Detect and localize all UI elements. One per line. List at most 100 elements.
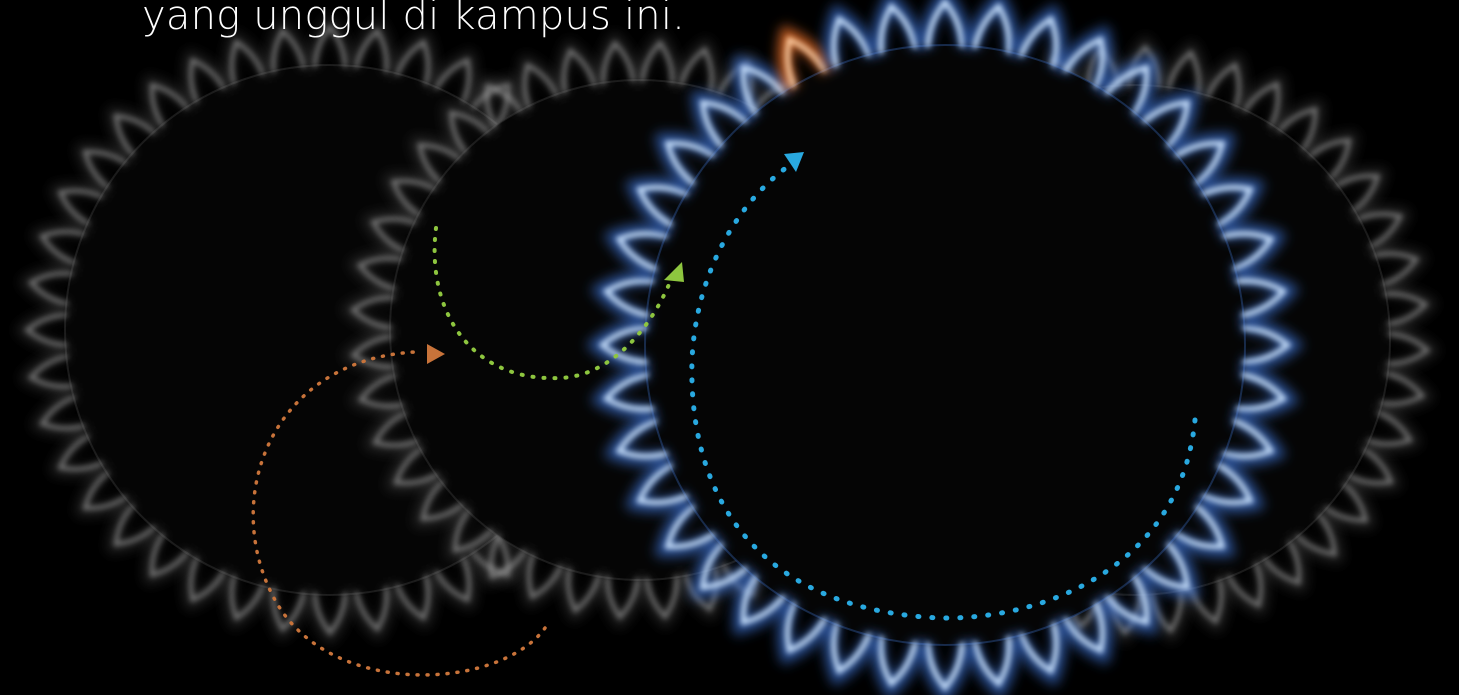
flame-icon [364, 406, 421, 453]
flame-icon [964, 635, 1019, 695]
flame-icon [733, 54, 792, 120]
flame-icon [1011, 3, 1066, 70]
flame-icon [1257, 537, 1307, 593]
flame-icon [603, 224, 670, 279]
flame-icon [871, 635, 926, 695]
flame-icon [521, 551, 568, 608]
flame-icon [1220, 224, 1287, 279]
flame-icon [224, 573, 271, 630]
flame-icon [19, 348, 74, 394]
flame-icon [429, 49, 477, 106]
flame-icon [654, 133, 720, 192]
flame-icon [691, 91, 754, 154]
flame-icon [413, 475, 468, 527]
flame-icon [307, 592, 353, 645]
flame-icon [600, 576, 646, 630]
flame-icon [1198, 177, 1265, 234]
flame-icon [385, 442, 442, 491]
flame-icon [1098, 570, 1157, 636]
flame-icon [340, 290, 394, 336]
flame-icon [590, 364, 655, 419]
flame-icon [30, 224, 87, 271]
burner-ring-lit [586, 0, 1304, 695]
flame-icon [590, 271, 655, 326]
flame-icon [362, 211, 419, 258]
flame-icon [1056, 598, 1113, 665]
flame-icon [691, 536, 754, 599]
flame-icon [1273, 99, 1323, 155]
flame-icon [733, 570, 792, 636]
flame-icon [347, 251, 404, 297]
flame-icon [777, 598, 834, 665]
orange-dotted-path [251, 350, 547, 677]
orange-arrow-icon [427, 344, 445, 364]
flame-icon [1291, 509, 1343, 563]
flame-icon [49, 183, 106, 231]
flame-icon [19, 266, 74, 312]
flame-icon [1383, 286, 1438, 332]
flame-icon [107, 500, 160, 553]
flame-icon [1379, 366, 1435, 412]
flame-icon [603, 411, 670, 466]
flame-icon [349, 368, 405, 414]
flame-icon [15, 307, 68, 353]
flame-icon [1221, 560, 1269, 617]
flame-icon [389, 573, 436, 630]
flame-icon [824, 620, 879, 687]
flame-icon [348, 19, 394, 74]
flame-icon [1183, 577, 1229, 633]
flame-icon [307, 15, 353, 68]
flame-icon [1235, 364, 1300, 419]
flame-icon [1170, 498, 1236, 557]
flame-icon [75, 466, 131, 516]
flame-icon [917, 642, 973, 695]
flame-icon [410, 137, 465, 188]
flame-icon [183, 49, 231, 106]
flame-icon [107, 107, 160, 160]
green-arrow-icon [664, 262, 684, 282]
flame-icon [389, 30, 436, 87]
flame-icon [1365, 405, 1422, 452]
flame-icon [777, 25, 834, 92]
flame-icon [1386, 326, 1440, 372]
flame-icon [447, 505, 498, 560]
flame-icon [625, 456, 692, 513]
flame-icon [1235, 271, 1300, 326]
flame-icon [625, 177, 692, 234]
flame-icon [144, 529, 194, 585]
flame-icon [1098, 54, 1157, 120]
flame-icon [183, 554, 231, 611]
flame-icon [1304, 132, 1358, 184]
flame-icon [1170, 133, 1236, 192]
caption-text: yang unggul di kampus ini. [142, 0, 686, 39]
flame-icon [75, 144, 131, 194]
flame-icon [49, 429, 106, 477]
flame-icon [1200, 53, 1247, 110]
flame-icon [266, 19, 312, 74]
flame-icon [917, 0, 973, 48]
flame-icon [561, 566, 607, 623]
flame-icon [964, 0, 1019, 55]
flame-icon [595, 31, 641, 85]
flame-icon [639, 575, 685, 629]
flame-icon [30, 389, 87, 436]
flame-icon [517, 54, 564, 111]
flame-icon [348, 586, 394, 641]
green-dotted-path [432, 226, 672, 381]
flame-icon [1355, 206, 1412, 254]
flame-icon [341, 329, 395, 375]
flame-icon [1136, 91, 1199, 154]
blue-arrow-icon [784, 152, 804, 172]
flame-icon [1136, 536, 1199, 599]
flame-icon [1011, 620, 1066, 687]
flame-icon [224, 30, 271, 87]
flame-icon [1345, 443, 1402, 491]
flame-icon [1220, 411, 1287, 466]
blue-dotted-path [689, 162, 1198, 621]
flame-icon [556, 39, 602, 95]
flame-icon [673, 37, 719, 94]
flame-icon [443, 103, 495, 158]
flame-icon [483, 531, 532, 587]
